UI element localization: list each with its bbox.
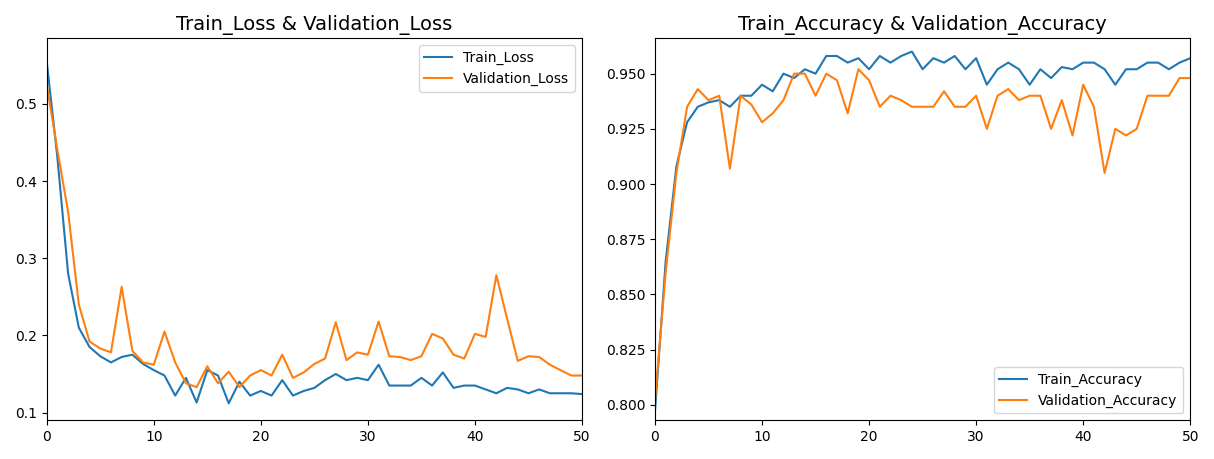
Train_Accuracy <box>1044 75 1059 81</box>
Train_Accuracy <box>1011 67 1026 72</box>
Validation_Accuracy <box>1173 75 1187 81</box>
Train_Loss <box>157 373 171 378</box>
Train_Loss <box>436 369 450 375</box>
Train_Accuracy <box>809 71 823 76</box>
Validation_Loss <box>189 384 204 390</box>
Validation_Accuracy <box>819 71 834 76</box>
Train_Loss <box>39 59 53 64</box>
Legend: Train_Loss, Validation_Loss: Train_Loss, Validation_Loss <box>419 45 575 92</box>
Train_Accuracy <box>1182 56 1197 61</box>
Train_Accuracy <box>904 49 919 54</box>
Validation_Loss <box>574 373 589 378</box>
Legend: Train_Accuracy, Validation_Accuracy: Train_Accuracy, Validation_Accuracy <box>994 367 1184 414</box>
Train_Loss <box>574 391 589 397</box>
Train_Loss <box>200 367 215 373</box>
Train_Loss <box>211 373 226 378</box>
Train_Loss <box>403 383 418 388</box>
Validation_Accuracy <box>766 111 781 116</box>
Validation_Loss <box>39 82 53 87</box>
Validation_Loss <box>157 329 171 334</box>
Line: Train_Accuracy: Train_Accuracy <box>656 51 1190 411</box>
Line: Train_Loss: Train_Loss <box>46 62 582 403</box>
Train_Accuracy <box>648 409 663 414</box>
Validation_Loss <box>211 381 226 386</box>
Validation_Accuracy <box>1011 97 1026 103</box>
Title: Train_Loss & Validation_Loss: Train_Loss & Validation_Loss <box>176 15 453 35</box>
Validation_Accuracy <box>648 397 663 403</box>
Title: Train_Accuracy & Validation_Accuracy: Train_Accuracy & Validation_Accuracy <box>738 15 1107 35</box>
Validation_Accuracy <box>809 93 823 99</box>
Validation_Accuracy <box>851 67 866 72</box>
Train_Loss <box>565 391 579 396</box>
Validation_Loss <box>565 373 579 378</box>
Validation_Accuracy <box>1044 126 1059 132</box>
Validation_Loss <box>403 358 418 363</box>
Line: Validation_Accuracy: Validation_Accuracy <box>656 69 1190 400</box>
Validation_Loss <box>436 336 450 341</box>
Line: Validation_Loss: Validation_Loss <box>46 84 582 387</box>
Train_Accuracy <box>766 89 781 94</box>
Validation_Accuracy <box>1182 75 1197 81</box>
Train_Accuracy <box>1173 60 1187 65</box>
Validation_Loss <box>221 369 236 375</box>
Train_Accuracy <box>819 53 834 59</box>
Train_Loss <box>221 401 236 406</box>
